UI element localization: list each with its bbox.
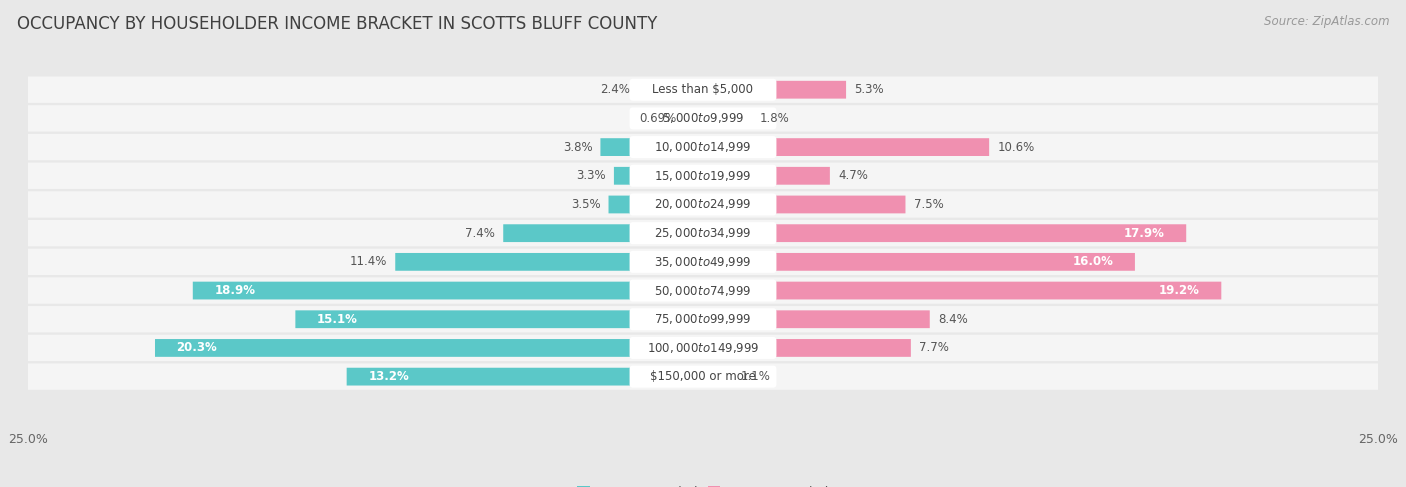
FancyBboxPatch shape <box>703 368 733 386</box>
Text: 16.0%: 16.0% <box>1073 255 1114 268</box>
Text: 7.5%: 7.5% <box>914 198 943 211</box>
FancyBboxPatch shape <box>24 191 1382 218</box>
FancyBboxPatch shape <box>600 138 703 156</box>
Text: $35,000 to $49,999: $35,000 to $49,999 <box>654 255 752 269</box>
Text: $150,000 or more: $150,000 or more <box>650 370 756 383</box>
FancyBboxPatch shape <box>24 249 1382 275</box>
FancyBboxPatch shape <box>630 165 776 187</box>
Text: 1.1%: 1.1% <box>741 370 770 383</box>
FancyBboxPatch shape <box>703 253 1135 271</box>
Text: 5.3%: 5.3% <box>855 83 884 96</box>
FancyBboxPatch shape <box>24 363 1382 390</box>
Text: 7.4%: 7.4% <box>465 226 495 240</box>
FancyBboxPatch shape <box>347 368 703 386</box>
Text: $20,000 to $24,999: $20,000 to $24,999 <box>654 198 752 211</box>
FancyBboxPatch shape <box>685 110 703 127</box>
Text: 3.8%: 3.8% <box>562 141 592 153</box>
Text: 8.4%: 8.4% <box>938 313 967 326</box>
FancyBboxPatch shape <box>24 335 1382 361</box>
Text: 18.9%: 18.9% <box>214 284 256 297</box>
FancyBboxPatch shape <box>703 225 1187 242</box>
Text: 7.7%: 7.7% <box>920 341 949 355</box>
FancyBboxPatch shape <box>630 193 776 215</box>
FancyBboxPatch shape <box>630 308 776 330</box>
FancyBboxPatch shape <box>703 310 929 328</box>
FancyBboxPatch shape <box>24 220 1382 246</box>
FancyBboxPatch shape <box>703 81 846 98</box>
FancyBboxPatch shape <box>630 251 776 273</box>
Text: $15,000 to $19,999: $15,000 to $19,999 <box>654 169 752 183</box>
Text: 17.9%: 17.9% <box>1123 226 1164 240</box>
Text: $10,000 to $14,999: $10,000 to $14,999 <box>654 140 752 154</box>
FancyBboxPatch shape <box>630 136 776 158</box>
Text: $75,000 to $99,999: $75,000 to $99,999 <box>654 312 752 326</box>
FancyBboxPatch shape <box>630 79 776 101</box>
FancyBboxPatch shape <box>24 105 1382 131</box>
FancyBboxPatch shape <box>614 167 703 185</box>
Text: 1.8%: 1.8% <box>759 112 789 125</box>
FancyBboxPatch shape <box>24 134 1382 160</box>
FancyBboxPatch shape <box>703 281 1222 300</box>
Text: $100,000 to $149,999: $100,000 to $149,999 <box>647 341 759 355</box>
FancyBboxPatch shape <box>630 366 776 388</box>
FancyBboxPatch shape <box>703 167 830 185</box>
FancyBboxPatch shape <box>703 339 911 357</box>
FancyBboxPatch shape <box>609 196 703 213</box>
Text: 3.3%: 3.3% <box>576 169 606 182</box>
FancyBboxPatch shape <box>703 110 752 127</box>
Text: 0.69%: 0.69% <box>638 112 676 125</box>
Text: 19.2%: 19.2% <box>1159 284 1199 297</box>
FancyBboxPatch shape <box>193 281 703 300</box>
FancyBboxPatch shape <box>630 222 776 244</box>
Text: 15.1%: 15.1% <box>316 313 359 326</box>
FancyBboxPatch shape <box>24 163 1382 189</box>
FancyBboxPatch shape <box>24 278 1382 304</box>
Text: Source: ZipAtlas.com: Source: ZipAtlas.com <box>1264 15 1389 28</box>
FancyBboxPatch shape <box>395 253 703 271</box>
Text: 2.4%: 2.4% <box>600 83 630 96</box>
Text: 3.5%: 3.5% <box>571 198 600 211</box>
Text: $50,000 to $74,999: $50,000 to $74,999 <box>654 283 752 298</box>
FancyBboxPatch shape <box>630 280 776 301</box>
Text: OCCUPANCY BY HOUSEHOLDER INCOME BRACKET IN SCOTTS BLUFF COUNTY: OCCUPANCY BY HOUSEHOLDER INCOME BRACKET … <box>17 15 657 33</box>
FancyBboxPatch shape <box>295 310 703 328</box>
Text: $25,000 to $34,999: $25,000 to $34,999 <box>654 226 752 240</box>
Text: $5,000 to $9,999: $5,000 to $9,999 <box>662 112 744 126</box>
Text: 11.4%: 11.4% <box>350 255 387 268</box>
Legend: Owner-occupied, Renter-occupied: Owner-occupied, Renter-occupied <box>572 481 834 487</box>
FancyBboxPatch shape <box>503 225 703 242</box>
FancyBboxPatch shape <box>638 81 703 98</box>
Text: 13.2%: 13.2% <box>368 370 409 383</box>
FancyBboxPatch shape <box>703 138 990 156</box>
FancyBboxPatch shape <box>24 306 1382 333</box>
Text: Less than $5,000: Less than $5,000 <box>652 83 754 96</box>
FancyBboxPatch shape <box>630 337 776 359</box>
Text: 20.3%: 20.3% <box>177 341 218 355</box>
FancyBboxPatch shape <box>155 339 703 357</box>
Text: 10.6%: 10.6% <box>997 141 1035 153</box>
FancyBboxPatch shape <box>24 76 1382 103</box>
FancyBboxPatch shape <box>630 108 776 130</box>
FancyBboxPatch shape <box>703 196 905 213</box>
Text: 4.7%: 4.7% <box>838 169 868 182</box>
